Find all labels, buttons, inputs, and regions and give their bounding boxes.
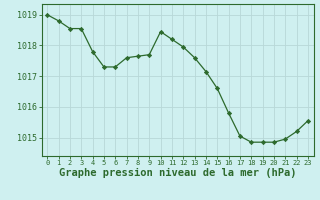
X-axis label: Graphe pression niveau de la mer (hPa): Graphe pression niveau de la mer (hPa) [59,168,296,178]
